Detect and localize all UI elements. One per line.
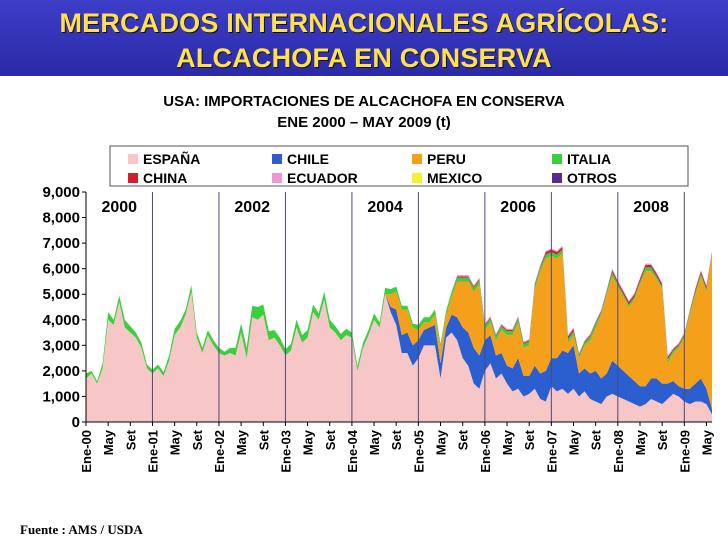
x-tick-label-16: Ene-05 <box>411 430 426 473</box>
y-tick-label-2: 1,000 <box>42 388 80 405</box>
year-label-5: 2008 <box>633 199 669 216</box>
x-tick-label-19: Ene-06 <box>478 430 493 473</box>
x-tick-label-2: May <box>101 429 116 455</box>
x-tick-label-10: Ene-03 <box>278 430 293 473</box>
x-tick-label-24: Set <box>589 429 604 450</box>
year-label-bg-2 <box>228 196 277 216</box>
slide-title-line2: ALCACHOFA EN CONSERVA <box>176 43 552 73</box>
x-tick-label-22: Ene-07 <box>544 430 559 473</box>
y-tick-label-7: 6,000 <box>42 261 80 278</box>
x-tick-label-26: May <box>633 429 648 455</box>
legend-swatch-7 <box>412 173 422 183</box>
x-tick-label-7: Ene-02 <box>212 430 227 473</box>
legend-box <box>109 145 689 187</box>
title-banner: MERCADOS INTERNACIONALES AGRÍCOLAS: ALCA… <box>0 0 728 76</box>
legend-label-2: CHILE <box>287 151 329 167</box>
legend-label-6: ECUADOR <box>287 170 358 186</box>
x-tick-label-5: May <box>168 429 183 455</box>
legend-label-3: PERU <box>427 151 466 167</box>
legend-swatch-3 <box>412 154 422 164</box>
year-label-bg-5 <box>627 196 676 216</box>
import-area-chart: USA: IMPORTACIONES DE ALCACHOFA EN CONSE… <box>42 93 714 473</box>
x-tick-label-27: Set <box>655 429 670 450</box>
x-tick-label-11: May <box>301 429 316 455</box>
year-label-4: 2006 <box>500 199 536 216</box>
x-tick-label-28: Ene-09 <box>677 430 692 473</box>
x-tick-label-4: Ene-01 <box>145 430 160 473</box>
year-label-bg-4 <box>494 196 543 216</box>
x-tick-label-6: Set <box>190 429 205 450</box>
x-tick-label-15: Set <box>389 429 404 450</box>
x-tick-label-8: May <box>234 429 249 455</box>
x-tick-label-9: Set <box>256 429 271 450</box>
legend-label-1: ESPAÑA <box>143 150 200 167</box>
x-tick-label-17: May <box>434 429 449 455</box>
x-tick-label-23: May <box>567 429 582 455</box>
legend-swatch-4 <box>552 154 562 164</box>
year-label-1: 2000 <box>101 199 137 216</box>
x-tick-label-14: May <box>367 429 382 455</box>
y-tick-label-1: 0 <box>72 414 80 431</box>
area-series-1 <box>86 291 712 422</box>
x-tick-label-3: Set <box>123 429 138 450</box>
x-tick-label-18: Set <box>456 429 471 450</box>
y-tick-label-5: 4,000 <box>42 312 80 329</box>
x-tick-label-21: Set <box>522 429 537 450</box>
legend-swatch-6 <box>272 173 282 183</box>
legend-swatch-8 <box>552 173 562 183</box>
x-tick-label-20: May <box>500 429 515 455</box>
legend-label-4: ITALIA <box>567 151 611 167</box>
x-tick-label-1: Ene-00 <box>79 430 94 473</box>
y-tick-label-10: 9,000 <box>42 184 80 201</box>
y-tick-label-3: 2,000 <box>42 363 80 380</box>
legend-label-8: OTROS <box>567 170 617 186</box>
slide-title-line1: MERCADOS INTERNACIONALES AGRÍCOLAS: <box>59 8 669 38</box>
y-tick-label-8: 7,000 <box>42 235 80 252</box>
area-series-2 <box>86 291 712 415</box>
year-label-bg-3 <box>361 196 410 216</box>
legend-swatch-1 <box>128 154 138 164</box>
chart-subtitle: ENE 2000 – MAY 2009 (t) <box>277 114 450 131</box>
legend-swatch-5 <box>128 173 138 183</box>
x-tick-label-12: Set <box>323 429 338 450</box>
legend-label-7: MEXICO <box>427 170 482 186</box>
year-label-2: 2002 <box>234 199 270 216</box>
legend-swatch-2 <box>272 154 282 164</box>
y-tick-label-6: 5,000 <box>42 286 80 303</box>
year-label-3: 2004 <box>367 199 403 216</box>
source-note: Fuente : AMS / USDA <box>20 522 143 537</box>
y-tick-label-9: 8,000 <box>42 210 80 227</box>
x-tick-label-13: Ene-04 <box>345 429 360 472</box>
area-series-3 <box>86 253 712 410</box>
chart-title: USA: IMPORTACIONES DE ALCACHOFA EN CONSE… <box>163 93 565 110</box>
y-tick-label-4: 3,000 <box>42 337 80 354</box>
x-tick-label-29: May <box>699 429 714 455</box>
year-label-bg-1 <box>95 196 144 216</box>
x-tick-label-25: Ene-08 <box>611 430 626 473</box>
legend-label-5: CHINA <box>143 170 187 186</box>
